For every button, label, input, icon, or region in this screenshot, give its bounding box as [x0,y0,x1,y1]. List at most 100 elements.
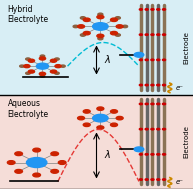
Circle shape [28,70,35,73]
Circle shape [151,128,154,130]
Circle shape [151,154,154,155]
Circle shape [36,63,49,69]
Circle shape [97,126,104,129]
Circle shape [39,72,46,75]
Circle shape [157,59,160,61]
Circle shape [151,34,154,35]
Circle shape [97,107,104,110]
Circle shape [145,84,148,86]
Circle shape [157,103,160,105]
Circle shape [33,148,41,152]
Circle shape [28,59,35,62]
Circle shape [40,55,45,57]
Circle shape [80,34,85,36]
Circle shape [163,179,166,180]
Circle shape [116,25,123,28]
Circle shape [139,34,142,35]
Circle shape [26,72,30,74]
Circle shape [7,161,15,164]
Circle shape [51,152,58,156]
Circle shape [163,103,166,105]
Circle shape [115,17,120,19]
Circle shape [157,9,160,10]
Text: λ: λ [104,56,110,65]
Circle shape [98,37,103,40]
Circle shape [73,25,78,28]
Circle shape [145,179,148,180]
Circle shape [139,9,142,10]
Circle shape [163,9,166,10]
Text: e⁻: e⁻ [176,85,184,91]
Circle shape [145,34,148,35]
Circle shape [163,154,166,155]
Circle shape [139,84,142,86]
Circle shape [15,170,22,173]
Circle shape [163,34,166,35]
Circle shape [55,72,59,74]
Circle shape [157,154,160,155]
Circle shape [111,18,118,22]
Text: Electrode: Electrode [183,125,189,158]
Circle shape [157,84,160,86]
Circle shape [26,158,47,167]
Circle shape [83,110,90,113]
Circle shape [20,65,24,67]
Circle shape [111,123,118,126]
Circle shape [26,58,30,60]
Circle shape [139,128,142,130]
Circle shape [111,31,118,35]
Circle shape [163,59,166,61]
Circle shape [58,161,66,164]
Text: e⁻: e⁻ [176,179,184,185]
Circle shape [151,179,154,180]
Circle shape [123,25,128,28]
Circle shape [157,128,160,130]
Circle shape [78,116,85,120]
Circle shape [163,84,166,86]
Circle shape [145,154,148,155]
Circle shape [145,9,148,10]
Circle shape [134,52,144,57]
Circle shape [15,152,22,156]
Circle shape [39,57,46,60]
Circle shape [83,123,90,126]
Circle shape [93,114,108,122]
Circle shape [139,154,142,155]
Circle shape [50,70,57,73]
Circle shape [139,179,142,180]
Circle shape [50,59,57,62]
Circle shape [24,65,30,68]
Circle shape [157,179,160,180]
Circle shape [145,59,148,61]
Circle shape [151,84,154,86]
Circle shape [97,34,104,38]
Text: Aqueous
Electrolyte: Aqueous Electrolyte [8,99,49,119]
Circle shape [83,31,90,35]
Circle shape [40,75,45,77]
Text: Electrode: Electrode [183,31,189,64]
Circle shape [151,9,154,10]
Circle shape [111,110,118,113]
Text: Hybrid
Electrolyte: Hybrid Electrolyte [8,5,49,24]
Circle shape [157,34,160,35]
Circle shape [116,116,123,120]
Circle shape [80,17,85,19]
Circle shape [33,173,41,177]
Circle shape [115,34,120,36]
Circle shape [55,65,61,68]
Circle shape [98,13,103,16]
Circle shape [97,15,104,19]
Circle shape [83,18,90,22]
Text: λ: λ [104,150,110,160]
Circle shape [93,23,108,30]
Circle shape [151,59,154,61]
Circle shape [51,170,58,173]
Circle shape [134,147,144,152]
Circle shape [151,103,154,105]
Circle shape [145,128,148,130]
Circle shape [55,58,59,60]
Circle shape [61,65,65,67]
Circle shape [139,59,142,61]
Circle shape [78,25,85,28]
Circle shape [139,103,142,105]
